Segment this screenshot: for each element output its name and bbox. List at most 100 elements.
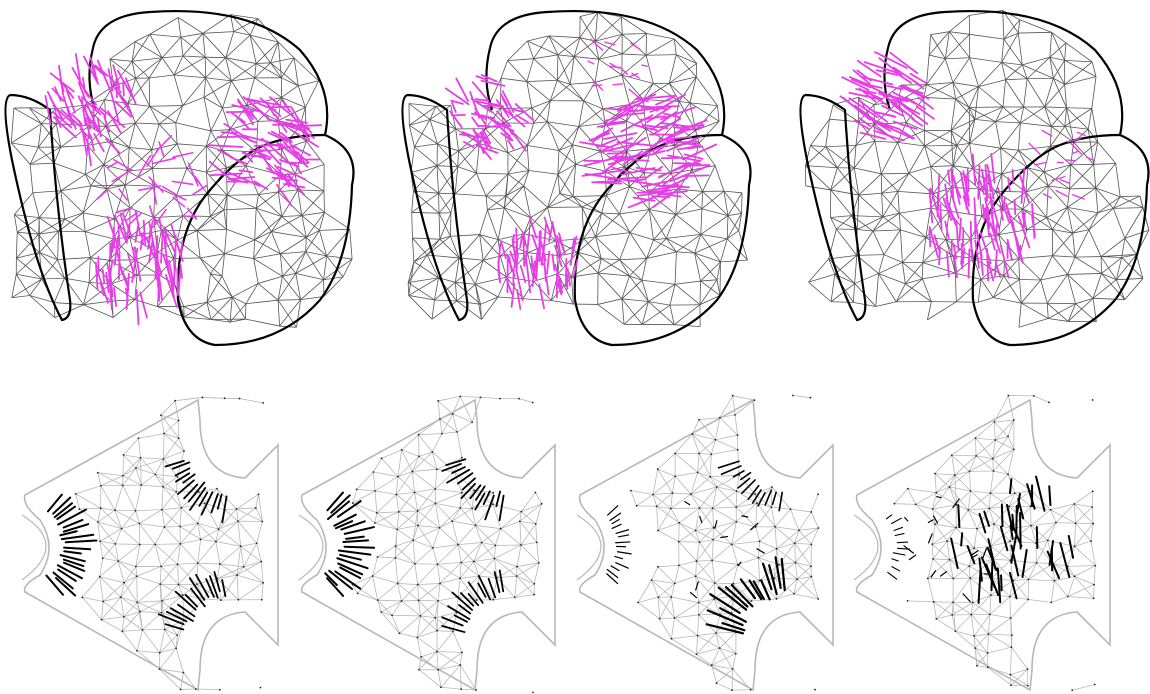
- mesh-edge: [992, 458, 994, 472]
- mesh-edge: [1049, 57, 1054, 79]
- mesh-edge: [952, 82, 979, 88]
- vector-mark: [879, 123, 914, 140]
- mesh-edge: [992, 540, 1011, 560]
- mesh-vertex: [238, 397, 241, 400]
- mesh-edge: [670, 507, 700, 509]
- mesh-edge: [200, 539, 217, 542]
- mesh-edge: [142, 629, 161, 654]
- mesh-vertex: [96, 471, 99, 474]
- vector-mark: [756, 548, 765, 554]
- mesh-edge: [164, 526, 181, 545]
- mesh-edge: [409, 119, 431, 126]
- mesh-edge: [1046, 217, 1073, 234]
- mesh-edge: [271, 216, 283, 232]
- mesh-edge: [196, 230, 201, 259]
- vector-mark: [947, 169, 951, 184]
- mesh-edge: [207, 194, 211, 217]
- mesh-edge: [54, 302, 84, 306]
- mesh-edge: [176, 215, 184, 241]
- mesh-edge: [139, 523, 165, 528]
- vector-mark: [677, 145, 699, 151]
- mesh-vertex: [223, 397, 226, 400]
- mesh-vertex: [436, 563, 439, 566]
- mesh-vertex: [758, 579, 761, 582]
- vector-mark: [74, 53, 81, 82]
- mesh-edge: [497, 207, 505, 240]
- mesh-edge: [1095, 163, 1116, 189]
- vector-mark: [739, 578, 757, 600]
- mesh-vertex: [1048, 401, 1050, 404]
- mesh-vertex: [394, 557, 397, 559]
- mesh-edge: [828, 258, 836, 275]
- mesh-edge: [162, 486, 177, 493]
- mesh-edge: [701, 190, 725, 210]
- mesh-edge: [675, 472, 698, 477]
- mesh-edge: [690, 493, 713, 509]
- mesh-edge: [526, 79, 558, 82]
- mesh-edge: [656, 492, 673, 507]
- mesh-edge: [411, 192, 439, 213]
- vector-mark: [673, 162, 701, 165]
- vector-mark: [461, 477, 476, 491]
- mesh-edge: [928, 31, 950, 56]
- mesh-edge: [969, 455, 977, 472]
- mesh-edge: [83, 212, 115, 220]
- mesh-edge: [712, 560, 738, 565]
- mesh-edge: [548, 35, 575, 57]
- vector-mark: [771, 491, 777, 506]
- vector-mark: [732, 470, 745, 478]
- mesh-edge: [436, 150, 459, 167]
- vector-mark: [617, 534, 630, 538]
- mesh-edge: [277, 300, 280, 327]
- mesh-vertex: [513, 596, 516, 599]
- mesh-edge: [597, 11, 623, 35]
- mesh-edge: [1064, 84, 1067, 108]
- mesh-edge: [621, 74, 654, 84]
- mesh-edge: [414, 488, 436, 493]
- mesh-edge: [905, 97, 925, 123]
- mesh-edge: [10, 108, 15, 144]
- mesh-edge: [352, 502, 376, 524]
- mesh-edge: [970, 602, 974, 615]
- mesh-edge: [954, 470, 970, 476]
- mesh-edge: [55, 104, 85, 110]
- mesh-edge: [830, 189, 859, 196]
- vector-mark: [977, 164, 981, 200]
- mesh-edge: [149, 17, 179, 35]
- vector-mark: [155, 134, 173, 152]
- vector-mark: [447, 605, 471, 620]
- mesh-edge: [674, 476, 692, 495]
- mesh-edge: [255, 41, 279, 64]
- mesh-edge: [520, 541, 537, 546]
- mesh-edge: [473, 561, 480, 577]
- mesh-edge: [936, 614, 953, 620]
- mesh-edge: [282, 272, 296, 277]
- mesh-edge: [971, 594, 992, 615]
- mesh-edge: [1067, 576, 1076, 597]
- mesh-edge: [922, 262, 956, 274]
- mesh-edge: [123, 582, 138, 603]
- mesh-edge: [1067, 298, 1094, 322]
- mesh-edge: [629, 232, 654, 241]
- mesh-edge: [479, 209, 488, 235]
- mesh-edge: [949, 474, 956, 488]
- mesh-edge: [159, 668, 181, 690]
- mesh-edge: [417, 584, 420, 601]
- mesh-edge: [83, 300, 112, 306]
- mesh-edge: [666, 234, 701, 239]
- vector-mark: [176, 243, 184, 262]
- mesh-edge: [480, 304, 482, 320]
- mesh-edge: [1007, 419, 1015, 437]
- mesh-edge: [533, 58, 558, 81]
- mesh-edge: [1018, 149, 1045, 173]
- mesh-edge: [956, 119, 976, 146]
- mesh-edge: [1054, 580, 1069, 597]
- mesh-edge: [161, 594, 184, 613]
- mesh-edge: [933, 558, 950, 561]
- vector-mark: [928, 188, 934, 224]
- mesh-edge: [475, 525, 496, 546]
- mesh-edge: [412, 539, 433, 549]
- vector-mark: [295, 150, 310, 164]
- mesh-edge: [438, 192, 452, 213]
- vector-mark: [659, 183, 680, 187]
